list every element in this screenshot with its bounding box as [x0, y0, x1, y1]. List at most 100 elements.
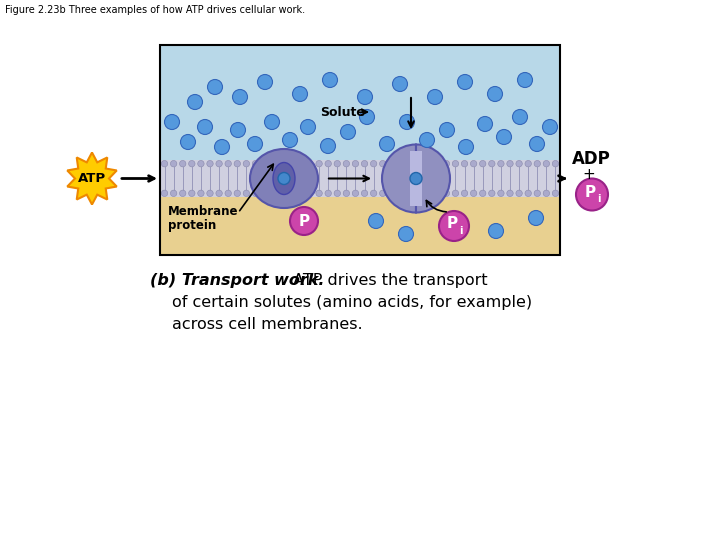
Circle shape: [369, 213, 384, 228]
Text: P: P: [298, 213, 310, 228]
Circle shape: [207, 190, 213, 197]
Circle shape: [187, 94, 202, 110]
Circle shape: [480, 160, 486, 167]
Circle shape: [407, 190, 413, 197]
Bar: [160, 45, 560, 160]
Text: +: +: [582, 167, 595, 182]
Circle shape: [230, 123, 246, 138]
Circle shape: [297, 190, 304, 197]
Circle shape: [516, 190, 522, 197]
Text: Solute: Solute: [320, 105, 365, 118]
Circle shape: [407, 160, 413, 167]
Circle shape: [316, 160, 323, 167]
Text: Membrane: Membrane: [168, 205, 238, 218]
Circle shape: [216, 190, 222, 197]
Circle shape: [261, 190, 268, 197]
Circle shape: [352, 160, 359, 167]
Circle shape: [525, 190, 531, 197]
Text: i: i: [459, 226, 463, 236]
Circle shape: [334, 160, 341, 167]
Circle shape: [534, 190, 541, 197]
Text: P: P: [585, 185, 595, 200]
Circle shape: [189, 190, 195, 197]
Circle shape: [252, 190, 258, 197]
Text: protein: protein: [168, 219, 216, 232]
Bar: [160, 45, 560, 255]
Circle shape: [416, 190, 423, 197]
Circle shape: [434, 190, 441, 197]
Circle shape: [320, 138, 336, 153]
Circle shape: [576, 179, 608, 211]
Circle shape: [489, 160, 495, 167]
Circle shape: [343, 160, 350, 167]
Circle shape: [420, 132, 434, 147]
Circle shape: [189, 160, 195, 167]
Circle shape: [516, 160, 522, 167]
Circle shape: [233, 90, 248, 105]
Circle shape: [488, 224, 503, 239]
Circle shape: [243, 160, 250, 167]
Wedge shape: [382, 145, 416, 213]
Circle shape: [477, 117, 492, 132]
Circle shape: [234, 190, 240, 197]
Circle shape: [289, 190, 295, 197]
Circle shape: [325, 160, 331, 167]
Circle shape: [243, 190, 250, 197]
Circle shape: [397, 160, 404, 167]
Circle shape: [480, 190, 486, 197]
Circle shape: [216, 160, 222, 167]
Text: ATP: ATP: [78, 172, 106, 185]
Circle shape: [400, 114, 415, 130]
Bar: [410, 151, 422, 206]
Circle shape: [507, 190, 513, 197]
Circle shape: [379, 160, 386, 167]
Bar: [160, 197, 560, 255]
Circle shape: [316, 190, 323, 197]
Polygon shape: [67, 152, 117, 205]
Circle shape: [428, 90, 443, 105]
Circle shape: [543, 190, 549, 197]
Circle shape: [489, 190, 495, 197]
Text: across cell membranes.: across cell membranes.: [172, 317, 363, 332]
Circle shape: [198, 190, 204, 197]
Circle shape: [389, 190, 395, 197]
Circle shape: [379, 137, 395, 152]
Circle shape: [161, 160, 168, 167]
Circle shape: [389, 160, 395, 167]
Circle shape: [439, 211, 469, 241]
Circle shape: [398, 226, 413, 241]
Circle shape: [462, 190, 468, 197]
Text: i: i: [598, 194, 600, 205]
Circle shape: [452, 160, 459, 167]
Circle shape: [289, 160, 295, 167]
Circle shape: [352, 190, 359, 197]
Circle shape: [264, 114, 279, 130]
Circle shape: [161, 190, 168, 197]
Circle shape: [181, 134, 196, 150]
Circle shape: [552, 190, 559, 197]
Circle shape: [444, 213, 459, 228]
Circle shape: [434, 160, 441, 167]
Circle shape: [207, 79, 222, 94]
Circle shape: [487, 86, 503, 102]
Circle shape: [279, 160, 286, 167]
Circle shape: [258, 75, 272, 90]
Circle shape: [425, 190, 431, 197]
Circle shape: [252, 160, 258, 167]
Circle shape: [300, 119, 315, 134]
Bar: [160, 160, 560, 197]
Circle shape: [292, 86, 307, 102]
Circle shape: [462, 160, 468, 167]
Circle shape: [334, 190, 341, 197]
Circle shape: [444, 160, 449, 167]
Circle shape: [343, 190, 350, 197]
Circle shape: [543, 160, 549, 167]
Circle shape: [439, 123, 454, 138]
Circle shape: [359, 110, 374, 125]
Circle shape: [529, 137, 544, 152]
Circle shape: [290, 207, 318, 235]
Circle shape: [225, 190, 231, 197]
Circle shape: [271, 190, 276, 197]
Circle shape: [552, 160, 559, 167]
Circle shape: [379, 190, 386, 197]
